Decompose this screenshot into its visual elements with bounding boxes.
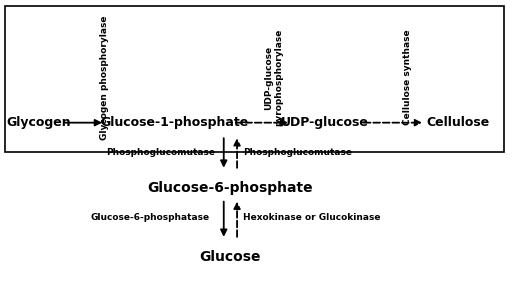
Text: Cellulose synthase: Cellulose synthase [402,30,412,125]
Text: Glucose-6-phosphatase: Glucose-6-phosphatase [91,213,210,222]
Bar [5,6,504,152]
Text: UDP-glucose
pyrophosphorylase: UDP-glucose pyrophosphorylase [264,29,284,126]
Text: Glucose-1-phosphate: Glucose-1-phosphate [100,116,248,129]
Text: Hexokinase or Glucokinase: Hexokinase or Glucokinase [243,213,381,222]
Text: Glucose-6-phosphate: Glucose-6-phosphate [147,180,313,195]
Text: Phosphoglucomutase: Phosphoglucomutase [106,148,215,157]
Text: Cellulose: Cellulose [426,116,490,129]
Text: Glucose: Glucose [200,250,261,264]
Text: Glycogen phosphorylase: Glycogen phosphorylase [100,15,110,140]
Text: UDP-glucose: UDP-glucose [281,116,369,129]
Text: Phosphoglucomutase: Phosphoglucomutase [243,148,352,157]
Text: Glycogen: Glycogen [6,116,71,129]
